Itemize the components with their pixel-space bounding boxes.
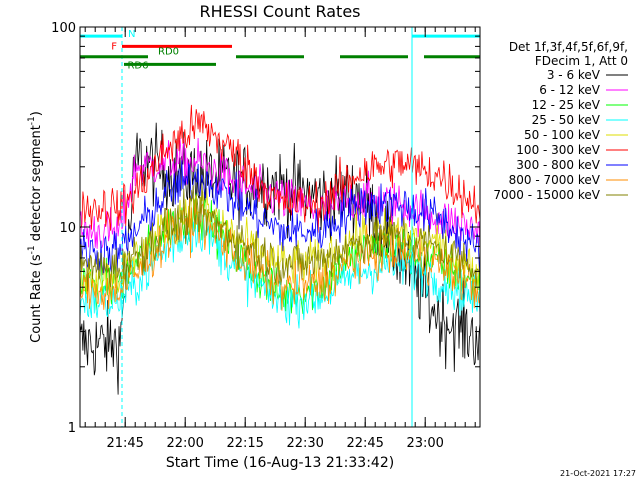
y-axis-label-sup2: -1 xyxy=(27,116,37,125)
x-tick-label: 22:15 xyxy=(226,436,263,451)
y-tick-label: 100 xyxy=(51,21,76,36)
legend-header-line-2: FDecim 1, Att 0 xyxy=(535,54,628,68)
y-tick-label: 10 xyxy=(59,221,76,236)
legend-entry-label: 7000 - 15000 keV xyxy=(493,188,600,202)
series-trace xyxy=(79,137,481,256)
y-axis: 1 10 100 xyxy=(51,21,480,436)
x-tick-label: 22:45 xyxy=(346,436,383,451)
y-axis-label: Count Rate (s-1 detector segment-1) xyxy=(27,111,44,343)
x-axis-label: Start Time (16-Aug-13 21:33:42) xyxy=(166,455,394,471)
x-tick-label: 21:45 xyxy=(106,436,143,451)
plot-frame xyxy=(79,26,481,428)
series-trace xyxy=(79,187,481,295)
markers-layer xyxy=(79,27,481,427)
state-bar-label: RD6 xyxy=(127,60,148,71)
legend-entry-label: 300 - 800 keV xyxy=(516,158,600,172)
state-bar-label: F xyxy=(111,41,117,52)
chart-title: RHESSI Count Rates xyxy=(200,2,361,21)
state-bars-layer: NF RD0 RD6 xyxy=(80,29,480,71)
legend-entry-label: 3 - 6 keV xyxy=(547,68,601,82)
footer-timestamp: 21-Oct-2021 17:27 xyxy=(560,469,636,478)
legend-header-line-1: Det 1f,3f,4f,5f,6f,9f, xyxy=(509,40,628,54)
x-axis: 21:45 22:00 22:15 22:30 22:45 23:00 xyxy=(84,27,476,451)
legend-entry-label: 6 - 12 keV xyxy=(539,83,601,97)
series-trace xyxy=(79,160,481,277)
x-tick-label: 22:30 xyxy=(286,436,323,451)
y-axis-label-mid: detector segment xyxy=(29,125,44,245)
legend-entry-label: 50 - 100 keV xyxy=(524,128,601,142)
legend-entry-label: 12 - 25 keV xyxy=(532,98,601,112)
legend: Det 1f,3f,4f,5f,6f,9f, FDecim 1, Att 0 3… xyxy=(493,40,628,202)
x-tick-label: 23:00 xyxy=(406,436,443,451)
y-tick-label: 1 xyxy=(68,421,76,436)
series-trace xyxy=(79,104,481,233)
state-bar-label: RD0 xyxy=(158,47,179,58)
legend-entry-label: 25 - 50 keV xyxy=(532,113,601,127)
y-axis-label-end: ) xyxy=(29,111,44,116)
y-axis-label-main: Count Rate (s xyxy=(29,254,44,343)
legend-entry-label: 800 - 7000 keV xyxy=(509,173,601,187)
y-axis-label-sup1: -1 xyxy=(27,245,37,254)
series-layer xyxy=(79,104,481,395)
series-trace xyxy=(79,182,481,292)
x-tick-label: 22:00 xyxy=(166,436,203,451)
legend-entry-label: 100 - 300 keV xyxy=(516,143,600,157)
state-bar-label: N xyxy=(128,29,135,40)
